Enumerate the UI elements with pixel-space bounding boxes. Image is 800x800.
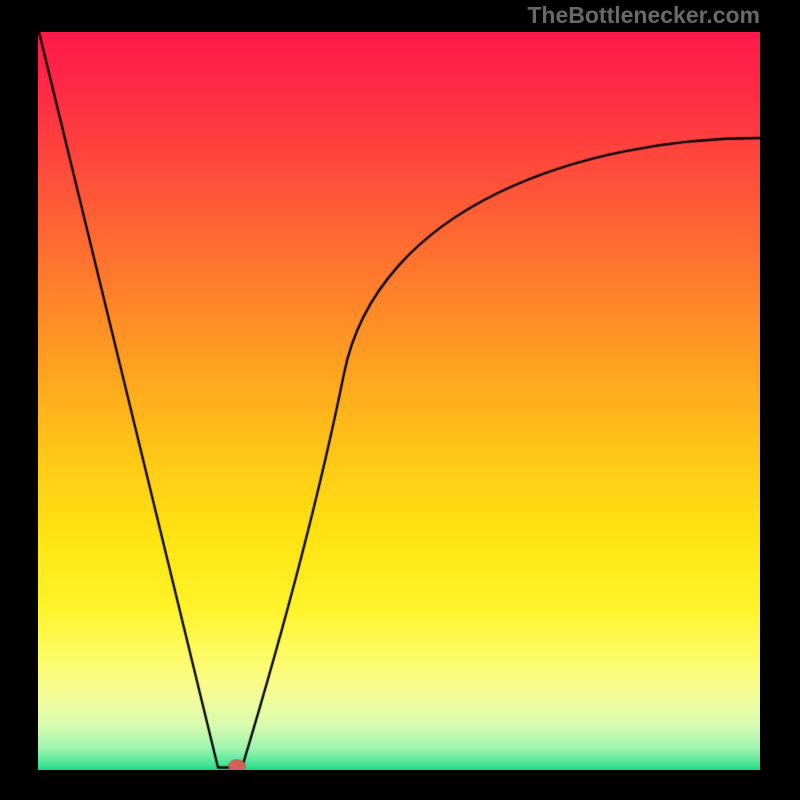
chart-root: TheBottlenecker.com — [0, 0, 800, 800]
watermark-text: TheBottlenecker.com — [527, 2, 760, 29]
gradient-chart-canvas — [38, 32, 760, 770]
plot-area — [38, 32, 760, 770]
